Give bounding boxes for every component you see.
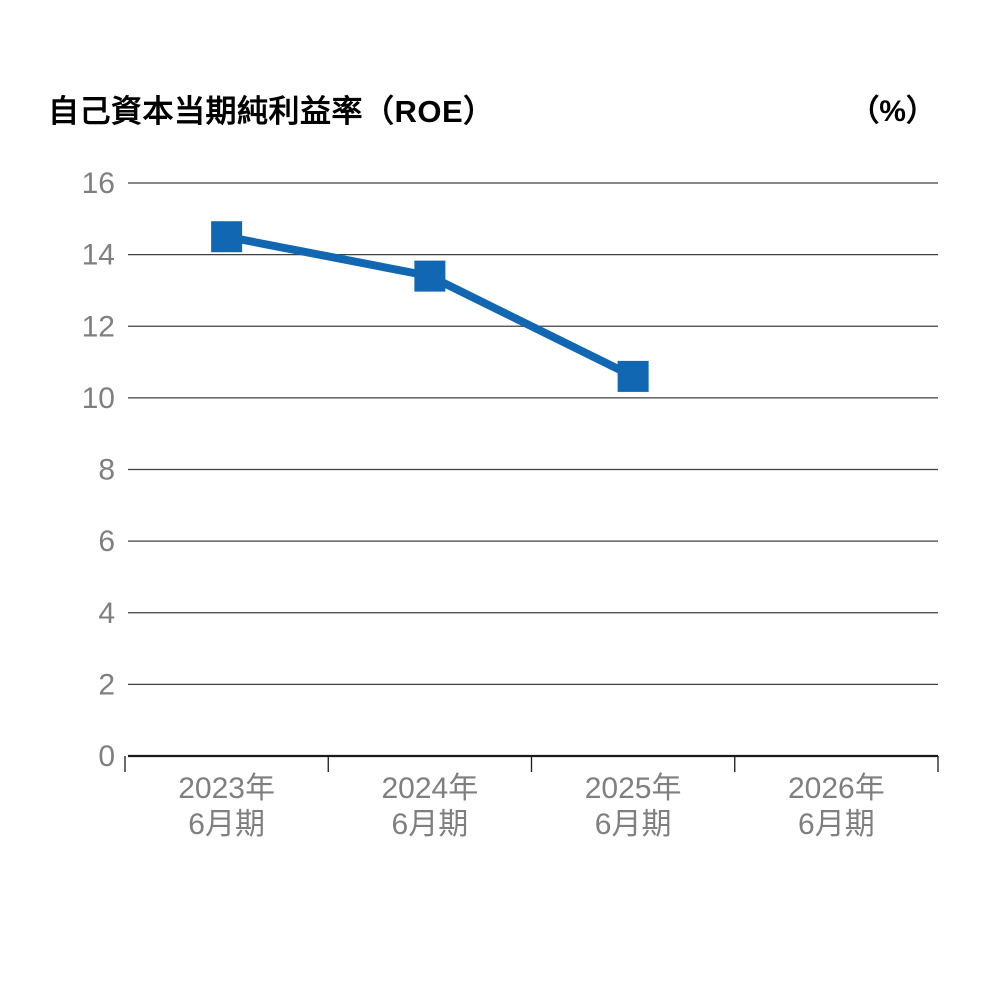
x-axis-tick-label: 2024年 bbox=[382, 772, 479, 805]
x-axis-tick-label: 6月期 bbox=[392, 808, 469, 841]
chart-title: 自己資本当期純利益率（ROE） bbox=[48, 94, 495, 129]
x-axis-tick-label: 6月期 bbox=[188, 808, 265, 841]
x-axis-tick-label: 2025年 bbox=[585, 772, 682, 805]
data-line-roe bbox=[225, 232, 635, 380]
unit-label: （%） bbox=[849, 95, 936, 128]
y-axis-tick-label: 14 bbox=[82, 239, 115, 272]
y-axis-tick-label: 10 bbox=[82, 382, 115, 415]
x-axis-tick-label: 6月期 bbox=[798, 808, 875, 841]
x-axis-tick-label: 2026年 bbox=[788, 772, 885, 805]
y-axis-tick-label: 0 bbox=[98, 740, 115, 773]
y-axis-tick-label: 6 bbox=[98, 525, 115, 558]
data-point-marker bbox=[211, 221, 243, 253]
y-axis-tick-label: 16 bbox=[82, 167, 115, 200]
y-axis-tick-label: 8 bbox=[98, 454, 115, 487]
y-axis-tick-label: 12 bbox=[82, 310, 115, 343]
x-axis-tick-label: 2023年 bbox=[178, 772, 275, 805]
y-axis-tick-label: 4 bbox=[98, 597, 115, 630]
data-point-marker bbox=[617, 360, 649, 392]
data-point-marker bbox=[414, 260, 446, 292]
x-axis-tick-label: 6月期 bbox=[595, 808, 672, 841]
y-axis-tick-label: 2 bbox=[98, 668, 115, 701]
